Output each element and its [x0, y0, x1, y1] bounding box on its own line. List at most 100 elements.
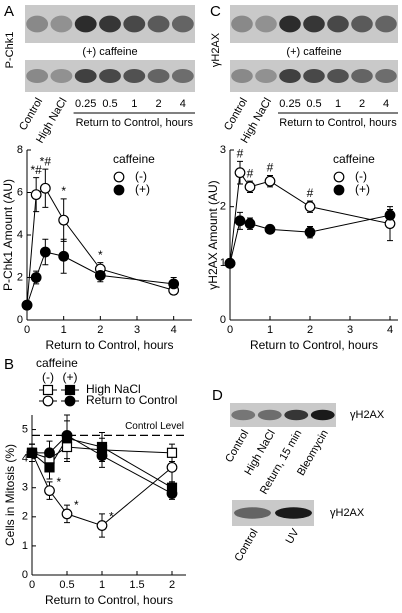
blot-label: P-Chk1 [4, 32, 16, 69]
x-tick-label: 0 [29, 579, 35, 591]
legend-marker [42, 384, 54, 396]
panel-label: D [212, 387, 223, 404]
y-axis-label: Cells in Mitosis (%) [3, 444, 17, 546]
blot-band [123, 15, 146, 33]
lane-label: 1 [335, 98, 341, 110]
blot-band [99, 15, 121, 33]
x-tick-label: 1.5 [129, 579, 144, 591]
data-point [244, 218, 256, 230]
y-tick-label: 0 [17, 314, 23, 326]
blot-band [231, 15, 253, 33]
blot-label: γH2AX [330, 507, 365, 519]
panel-label: A [4, 3, 14, 20]
blot-band [99, 68, 121, 84]
x-tick-label: 3 [347, 324, 353, 336]
blot-band [50, 68, 73, 84]
lane-group-label: Return to Control, hours [279, 117, 397, 129]
blot-band [171, 15, 194, 33]
blot-band [74, 15, 97, 33]
blot-band [279, 68, 301, 84]
data-point [224, 257, 236, 269]
legend-label: (+) [135, 182, 150, 196]
x-tick-label: 4 [171, 324, 177, 336]
blot-band [50, 15, 73, 33]
blot-band [123, 68, 146, 84]
blot-band [327, 15, 349, 33]
data-point [39, 182, 51, 194]
x-axis-label: Return to Control, hours [45, 338, 173, 352]
data-point [384, 209, 396, 221]
legend-marker [64, 384, 76, 396]
data-point [61, 429, 73, 441]
blot-band [234, 507, 271, 519]
legend-column: (+) [63, 370, 78, 384]
data-point [96, 450, 108, 462]
blot-band [257, 409, 282, 421]
y-tick-label: 0 [22, 569, 28, 581]
data-point [26, 447, 38, 459]
legend-label: (-) [355, 169, 367, 183]
y-tick-label: 2 [17, 271, 23, 283]
data-point [264, 223, 276, 235]
blot-band [327, 68, 349, 84]
x-tick-label: 4 [387, 324, 393, 336]
y-tick-label: 1 [220, 257, 226, 269]
y-tick-label: 8 [17, 144, 23, 156]
data-point [96, 441, 108, 453]
data-point [44, 447, 55, 459]
data-point [166, 488, 178, 499]
annotation: # [307, 186, 314, 200]
legend-marker [64, 395, 76, 407]
y-tick-label: 0 [220, 314, 226, 326]
data-point [61, 441, 73, 453]
blot-band [275, 507, 312, 519]
x-tick-label: 0 [24, 324, 30, 336]
y-tick-label: 6 [17, 186, 23, 198]
legend-row: Return to Control [86, 393, 177, 407]
legend-column: (-) [42, 370, 54, 384]
annotation: * [57, 475, 62, 489]
legend-row: High NaCl [86, 382, 141, 396]
lane-label: Control [223, 428, 251, 465]
lane-label: 0.25 [75, 98, 96, 110]
y-tick-label: 3 [220, 144, 226, 156]
y-axis-label: P-Chk1 Amount (AU) [1, 179, 15, 291]
lane-label: 2 [156, 98, 162, 110]
blot-band [231, 409, 256, 421]
annotation: # [267, 161, 274, 175]
annotation: * [98, 248, 103, 262]
blot-band [284, 409, 309, 421]
y-tick-label: 2 [220, 201, 226, 213]
y-tick-label: 2 [22, 511, 28, 523]
lane-label: 2 [359, 98, 365, 110]
blot-band [255, 15, 277, 33]
data-point [61, 508, 73, 520]
data-point [234, 215, 246, 227]
blot-band [26, 15, 49, 33]
x-axis-label: Return to Control, hours [250, 338, 378, 352]
data-point [30, 189, 42, 201]
blot-band [375, 15, 397, 33]
legend-marker [42, 395, 54, 407]
blot-band [351, 68, 373, 84]
annotation: # [237, 147, 244, 161]
x-tick-label: 1 [99, 579, 105, 591]
y-tick-label: 4 [17, 229, 23, 241]
annotation: * [109, 510, 114, 524]
y-tick-label: 4 [22, 453, 28, 465]
x-tick-label: 2 [307, 324, 313, 336]
annotation: # [247, 166, 254, 180]
lane-label: 4 [383, 98, 389, 110]
reference-label: Control Level [125, 421, 184, 432]
x-tick-label: 3 [134, 324, 140, 336]
legend-label: (-) [135, 169, 147, 183]
data-point [234, 167, 246, 179]
blot-band [74, 68, 97, 84]
series-line [229, 171, 391, 264]
lane-label: 1 [131, 98, 137, 110]
x-tick-label: 0 [227, 324, 233, 336]
blot-band [171, 68, 194, 84]
data-point [58, 214, 70, 226]
legend-marker [113, 171, 125, 183]
